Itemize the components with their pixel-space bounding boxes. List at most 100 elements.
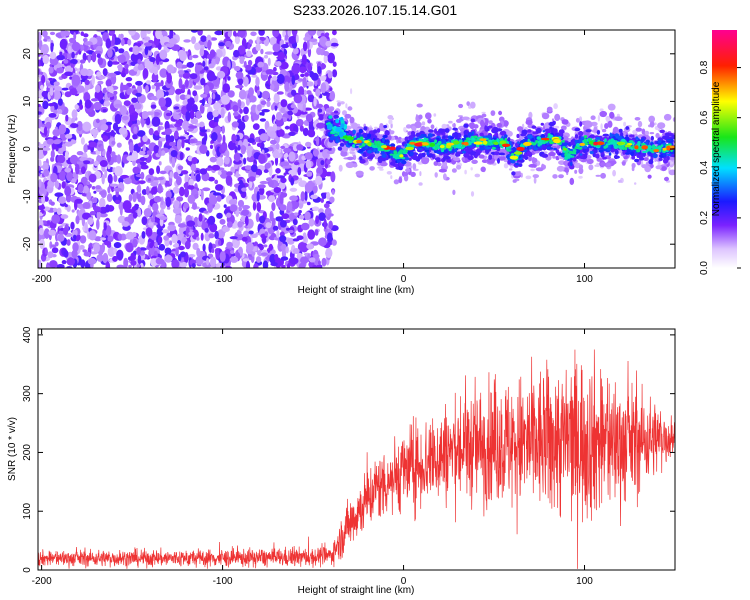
- noise-blob: [102, 108, 107, 113]
- noise-blob: [130, 52, 140, 63]
- noise-blob: [148, 168, 155, 176]
- ridge-blob: [672, 117, 675, 122]
- noise-blob: [177, 223, 187, 228]
- noise-blob: [38, 68, 41, 75]
- noise-blob: [233, 152, 241, 162]
- noise-blob: [223, 155, 230, 165]
- ridge-blob: [589, 151, 594, 154]
- speckle-blob: [441, 123, 447, 130]
- noise-blob: [74, 229, 78, 236]
- noise-blob: [237, 221, 243, 228]
- noise-blob: [166, 206, 171, 210]
- noise-blob: [57, 98, 63, 106]
- noise-blob: [128, 104, 136, 116]
- ridge-blob: [333, 114, 340, 119]
- noise-blob: [325, 40, 332, 47]
- noise-blob: [76, 85, 85, 93]
- ridge-blob: [397, 136, 403, 144]
- noise-blob: [75, 215, 80, 225]
- noise-blob: [234, 65, 241, 72]
- noise-blob: [297, 78, 304, 82]
- ridge-blob: [525, 119, 533, 125]
- noise-blob: [293, 94, 303, 104]
- ridge-blob: [589, 134, 595, 139]
- noise-blob: [113, 242, 122, 249]
- ridge-blob: [430, 124, 435, 129]
- noise-blob: [208, 195, 218, 205]
- speckle-blob: [393, 179, 400, 185]
- noise-blob: [203, 210, 209, 214]
- noise-blob: [74, 104, 79, 110]
- noise-blob: [189, 138, 195, 144]
- noise-blob: [70, 123, 79, 129]
- noise-blob: [284, 125, 290, 130]
- noise-blob: [107, 235, 114, 242]
- speckle-blob: [637, 120, 643, 128]
- noise-blob: [48, 77, 54, 81]
- noise-blob: [272, 225, 279, 231]
- noise-blob: [211, 132, 218, 142]
- speckle-blob: [434, 172, 438, 178]
- ridge-blob: [605, 162, 611, 167]
- noise-blob: [105, 204, 111, 213]
- noise-blob: [275, 143, 280, 150]
- ridge-blob: [488, 154, 493, 160]
- noise-blob: [185, 111, 191, 122]
- noise-blob: [239, 108, 243, 114]
- noise-blob: [317, 260, 321, 265]
- noise-blob: [159, 49, 168, 60]
- noise-blob: [268, 179, 274, 188]
- noise-blob: [107, 151, 111, 163]
- noise-blob: [38, 31, 42, 42]
- ridge-blob: [371, 147, 374, 152]
- noise-blob: [97, 57, 104, 66]
- noise-blob: [41, 74, 46, 84]
- noise-blob: [65, 114, 69, 122]
- noise-blob: [125, 242, 134, 253]
- ridge-blob: [367, 156, 371, 160]
- ridge-blob: [409, 151, 414, 157]
- ridge-blob: [600, 172, 606, 179]
- noise-blob: [285, 246, 289, 254]
- noise-blob: [59, 38, 68, 50]
- noise-blob: [87, 217, 94, 226]
- noise-blob: [300, 242, 309, 253]
- noise-blob: [137, 207, 142, 218]
- noise-blob: [268, 243, 273, 251]
- noise-blob: [237, 78, 244, 86]
- noise-blob: [195, 255, 204, 265]
- noise-blob: [83, 33, 89, 38]
- noise-blob: [123, 177, 132, 185]
- noise-blob: [192, 242, 199, 250]
- noise-blob: [107, 131, 117, 136]
- ridge-blob: [560, 125, 567, 130]
- noise-blob: [239, 56, 246, 61]
- speckle-blob: [458, 115, 463, 118]
- noise-blob: [283, 147, 292, 153]
- noise-blob: [135, 92, 142, 97]
- noise-blob: [318, 114, 324, 121]
- noise-blob: [151, 85, 155, 90]
- noise-blob: [300, 191, 306, 202]
- ridge-blob: [451, 168, 457, 173]
- noise-blob: [241, 37, 247, 48]
- speckle-blob: [345, 103, 348, 109]
- noise-blob: [306, 90, 312, 95]
- noise-blob: [271, 202, 276, 212]
- noise-blob: [299, 66, 307, 73]
- noise-blob: [48, 113, 57, 118]
- noise-blob: [155, 89, 165, 100]
- chart-title: S233.2026.107.15.14.G01: [293, 2, 457, 18]
- noise-blob: [260, 100, 267, 105]
- ridge-blob: [625, 152, 630, 155]
- noise-blob: [175, 88, 182, 95]
- noise-blob: [111, 36, 116, 45]
- noise-blob: [172, 186, 180, 194]
- noise-blob: [126, 155, 136, 162]
- noise-blob: [91, 186, 96, 190]
- speckle-blob: [470, 167, 473, 171]
- ridge-blob: [528, 146, 533, 150]
- ridge-blob: [596, 130, 601, 135]
- noise-blob: [146, 30, 152, 35]
- ridge-blob: [535, 127, 542, 134]
